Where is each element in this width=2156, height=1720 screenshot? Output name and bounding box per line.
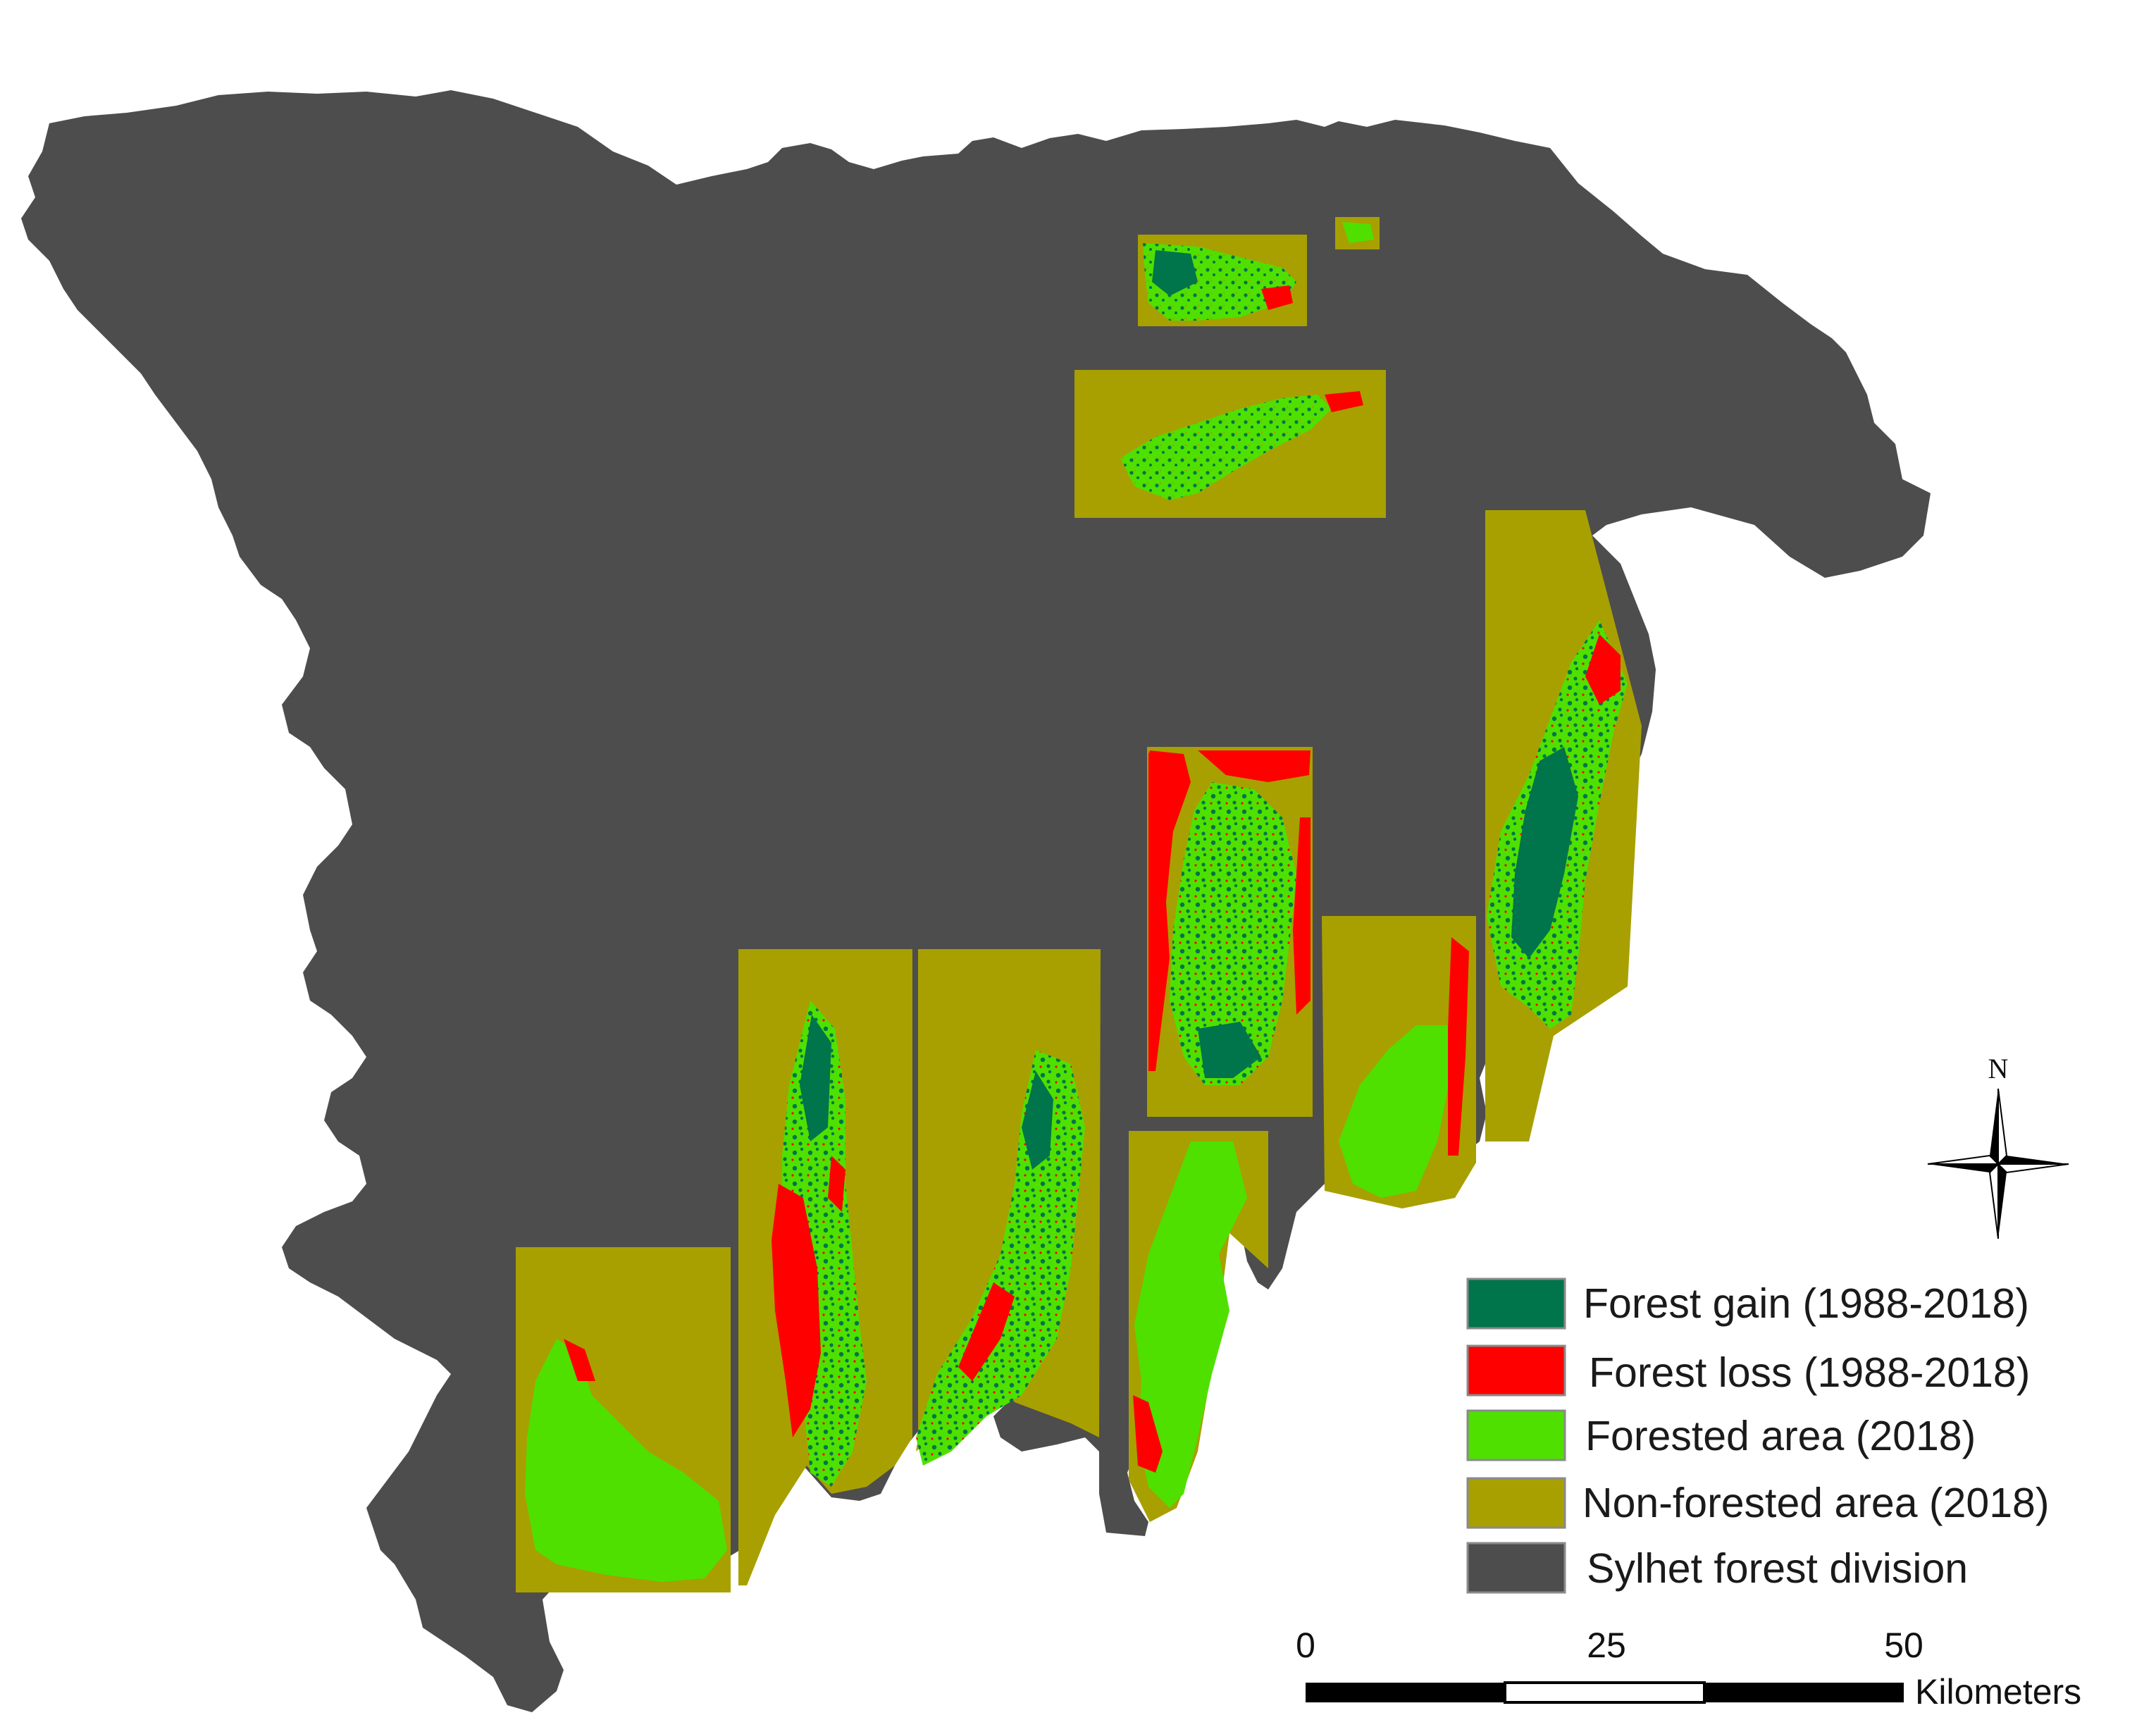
- forest-patch-center: [1170, 782, 1296, 1085]
- legend-label-forest-loss: Forest loss (1988-2018): [1589, 1349, 2030, 1396]
- loss-patch-south-left: [772, 1184, 821, 1437]
- forest-patch-north-tiny: [1342, 222, 1374, 243]
- legend-swatch-non-forested-area: [1466, 1477, 1566, 1529]
- legend-swatch-sylhet-forest-division: [1466, 1542, 1566, 1594]
- legend-swatch-forest-gain: [1466, 1277, 1566, 1330]
- forest-patch-southwest: [525, 1339, 727, 1582]
- loss-patch-east-strip: [1585, 634, 1621, 705]
- loss-patch-center-top: [1198, 750, 1311, 782]
- north-arrow-label: N: [1988, 1053, 2009, 1084]
- loss-patch-south-middle: [958, 1282, 1015, 1381]
- forest-patch-south-central: [1134, 1141, 1247, 1508]
- legend-item-sylhet-forest-division: Sylhet forest division: [1466, 1542, 1968, 1594]
- loss-patch-south-central: [1133, 1395, 1163, 1473]
- scale-segment-3: [1704, 1683, 1904, 1702]
- gain-patch-center: [1198, 1022, 1261, 1078]
- scale-unit-label: Kilometers: [1915, 1672, 2081, 1712]
- loss-patch-east-middle: [1448, 937, 1469, 1156]
- loss-patch-north-wide: [1325, 391, 1363, 412]
- loss-patch-south-left-2: [828, 1156, 845, 1212]
- forest-loss-areas: [564, 285, 1621, 1473]
- legend-swatch-forest-loss: [1466, 1344, 1566, 1397]
- scale-segment-2: [1504, 1681, 1706, 1704]
- compass-rose-icon: [1927, 1088, 2069, 1239]
- loss-patch-center-right: [1293, 817, 1311, 1015]
- gain-patch-north-small: [1152, 250, 1198, 296]
- loss-patch-center-left: [1148, 750, 1191, 1071]
- legend-item-non-forested-area: Non-forested area (2018): [1466, 1477, 2049, 1529]
- legend-item-forest-loss: Forest loss (1988-2018): [1466, 1344, 2030, 1397]
- gain-patch-south-left: [800, 1015, 831, 1141]
- legend-label-forested-area: Forested area (2018): [1585, 1413, 1976, 1459]
- forest-gain-areas: [800, 250, 1578, 1170]
- forest-patch-north-wide: [1120, 395, 1332, 500]
- legend-swatch-forested-area: [1466, 1409, 1566, 1461]
- legend-label-forest-gain: Forest gain (1988-2018): [1583, 1280, 2029, 1327]
- scale-bar: 0 25 50 Kilometers: [1296, 1626, 2081, 1712]
- legend-item-forested-area: Forested area (2018): [1466, 1409, 1976, 1461]
- scale-tick-50: 50: [1884, 1626, 1923, 1665]
- forest-patch-east-middle: [1339, 1025, 1451, 1198]
- legend: Forest gain (1988-2018) Forest loss (198…: [1466, 1277, 2049, 1594]
- legend-label-non-forested-area: Non-forested area (2018): [1582, 1480, 2049, 1526]
- sylhet-forest-division-area: [21, 90, 1931, 1712]
- loss-patch-southwest: [564, 1339, 595, 1381]
- loss-patch-north-small: [1261, 285, 1293, 310]
- legend-label-sylhet-forest-division: Sylhet forest division: [1587, 1545, 1968, 1592]
- legend-item-forest-gain: Forest gain (1988-2018): [1466, 1277, 2029, 1330]
- north-arrow: N: [1927, 1053, 2069, 1239]
- gain-patch-south-middle: [1022, 1071, 1053, 1170]
- scale-segment-1: [1306, 1683, 1505, 1702]
- scale-tick-0: 0: [1296, 1626, 1315, 1665]
- scale-tick-25: 25: [1587, 1626, 1626, 1665]
- gain-patch-east-strip: [1511, 747, 1578, 958]
